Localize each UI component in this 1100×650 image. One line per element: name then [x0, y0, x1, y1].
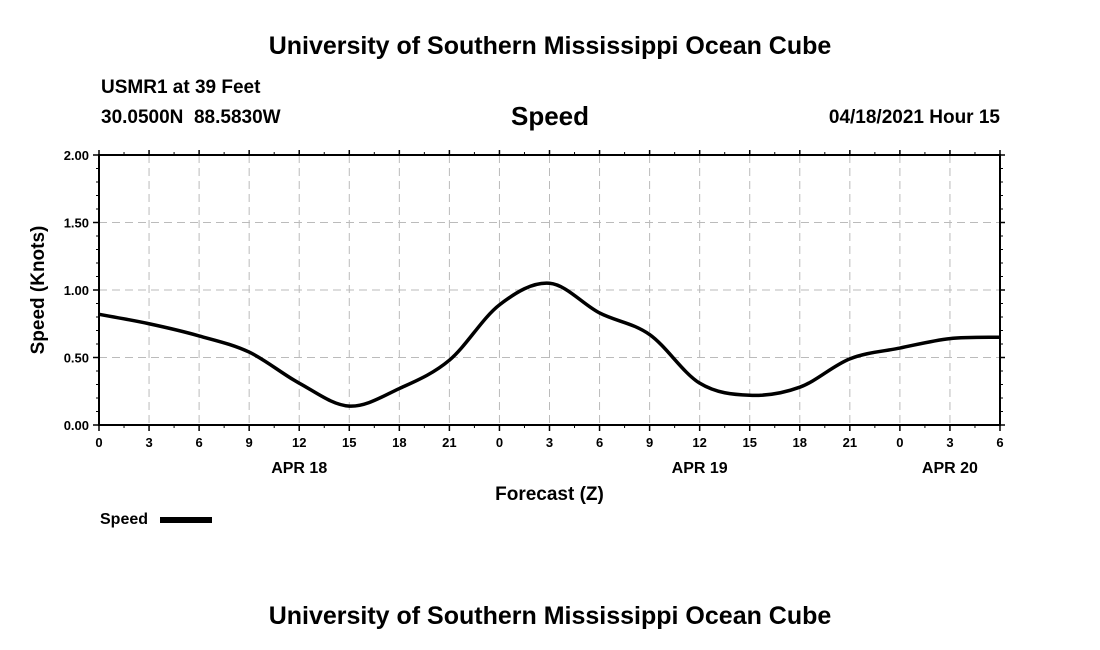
- date-label: APR 19: [672, 460, 728, 477]
- x-tick-label: 18: [793, 435, 807, 450]
- x-tick-label: 6: [996, 435, 1003, 450]
- x-tick-label: 18: [392, 435, 406, 450]
- x-tick-label: 3: [145, 435, 152, 450]
- date-label: APR 20: [922, 460, 978, 477]
- x-tick-label: 6: [596, 435, 603, 450]
- chart-title: Speed: [510, 101, 590, 131]
- x-tick-label: 15: [742, 435, 756, 450]
- coordinates: 30.0500N 88.5830W: [101, 107, 281, 128]
- x-tick-label: 15: [342, 435, 356, 450]
- x-tick-label: 21: [442, 435, 456, 450]
- plot-frame: [98, 154, 1001, 426]
- y-tick-label: 2.00: [64, 148, 89, 163]
- station-label: USMR1 at 39 Feet: [101, 77, 261, 98]
- y-axis-label: Speed (Knots): [28, 226, 49, 355]
- x-tick-label: 21: [843, 435, 857, 450]
- footer-title: University of Southern Mississippi Ocean…: [268, 602, 832, 630]
- x-tick-label: 3: [546, 435, 553, 450]
- x-tick-label: 12: [692, 435, 706, 450]
- x-tick-label: 6: [195, 435, 202, 450]
- date-label: APR 18: [271, 460, 327, 477]
- x-tick-label: 9: [246, 435, 253, 450]
- y-tick-label: 0.00: [64, 418, 89, 433]
- x-tick-label: 12: [292, 435, 306, 450]
- forecast-time: 04/18/2021 Hour 15: [828, 107, 1000, 128]
- y-tick-label: 0.50: [64, 351, 89, 366]
- legend-label: Speed: [100, 511, 148, 528]
- header-title: University of Southern Mississippi Ocean…: [268, 32, 832, 60]
- x-axis-label: Forecast (Z): [495, 484, 604, 505]
- y-tick-label: 1.00: [64, 283, 89, 298]
- x-tick-label: 3: [946, 435, 953, 450]
- legend-swatch: [160, 517, 212, 523]
- x-tick-label: 0: [896, 435, 903, 450]
- x-tick-label: 9: [646, 435, 653, 450]
- x-tick-label: 0: [95, 435, 102, 450]
- x-tick-label: 0: [496, 435, 503, 450]
- y-tick-label: 1.50: [64, 216, 89, 231]
